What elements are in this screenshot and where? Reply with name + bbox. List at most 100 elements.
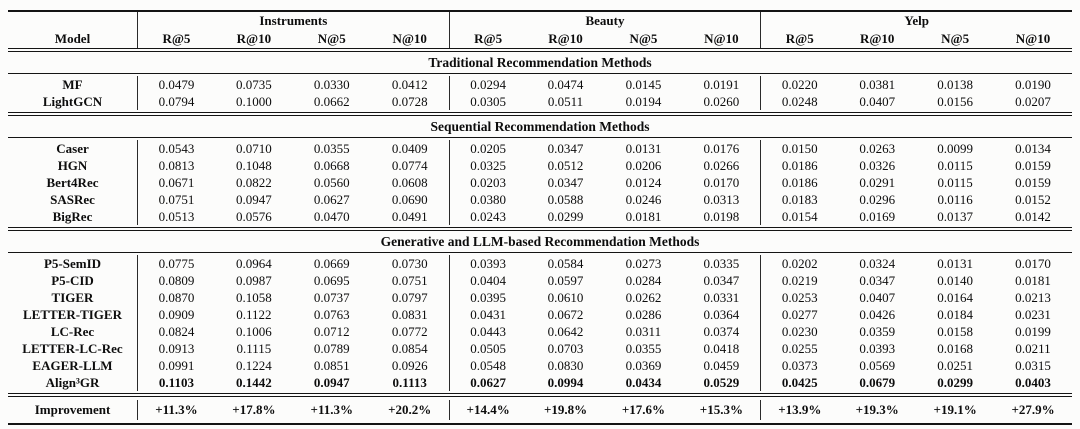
metric-value: 0.0710: [235, 141, 272, 156]
metric-value: 0.0335: [703, 256, 740, 271]
metric-value: 0.0263: [859, 141, 896, 156]
metric-value: +11.3%: [310, 402, 353, 417]
metric-value: 0.0198: [703, 209, 740, 224]
table-row: Caser 0.0543 0.0710 0.0355 0.0409 0.0205 0.034…: [8, 140, 1072, 157]
metric-value: 0.0347: [859, 273, 896, 288]
metric-value: 0.0205: [448, 140, 527, 157]
metric-value: 0.0407: [859, 94, 896, 109]
metric-value: 0.1113: [392, 375, 427, 390]
table-row: LETTER-TIGER 0.0909 0.1122 0.0763 0.0831 0.04…: [8, 306, 1072, 323]
metric-value: 0.0407: [859, 290, 896, 305]
metric-header: R@5: [137, 30, 215, 48]
metric-value: 0.0116: [937, 192, 973, 207]
metric-value: 0.0305: [448, 93, 527, 110]
metric-value: 0.0296: [859, 192, 896, 207]
metric-value: 0.0186: [760, 174, 838, 191]
metric-value: 0.0211: [1015, 341, 1051, 356]
metric-value: 0.0142: [1015, 209, 1051, 224]
table-row: Bert4Rec 0.0671 0.0822 0.0560 0.0608 0.0203 0.…: [8, 174, 1072, 191]
metric-value: 0.0730: [391, 256, 428, 271]
metric-value: 0.0277: [760, 306, 838, 323]
model-name: LightGCN: [42, 94, 103, 109]
metric-value: 0.0947: [235, 192, 272, 207]
metric-value: 0.0158: [937, 324, 973, 339]
metric-value: 0.0138: [937, 77, 973, 92]
metric-value: 0.0627: [448, 374, 527, 391]
model-name: Bert4Rec: [46, 175, 99, 190]
metric-value: 0.0251: [937, 358, 973, 373]
metric-value: 0.0443: [448, 323, 527, 340]
metric-value: 0.0459: [703, 358, 740, 373]
metric-value: 0.0610: [547, 290, 584, 305]
metric-value: 0.1058: [235, 290, 272, 305]
metric-value: +13.9%: [760, 400, 838, 420]
metric-value: 0.0608: [391, 175, 428, 190]
metric-value: 0.1122: [236, 307, 272, 322]
metric-value: 0.0140: [937, 273, 973, 288]
group-header-beauty: Beauty: [448, 12, 761, 30]
metric-value: 0.0169: [859, 209, 896, 224]
metric-value: 0.0364: [703, 307, 740, 322]
metric-header: N@5: [629, 31, 658, 46]
table-row: Improvement +11.3% +17.8% +11.3% +20.2% +14.4…: [8, 400, 1072, 420]
metric-value: 0.1000: [235, 94, 272, 109]
metric-value: 0.0099: [937, 141, 973, 156]
metric-header: R@5: [760, 30, 838, 48]
metric-value: 0.0926: [391, 358, 428, 373]
metric-value: 0.0831: [391, 307, 428, 322]
metric-value: 0.0772: [391, 324, 428, 339]
metric-value: 0.0124: [625, 175, 662, 190]
table-row: TIGER 0.0870 0.1058 0.0737 0.0797 0.0395 0.061…: [8, 289, 1072, 306]
metric-value: 0.0131: [937, 256, 973, 271]
metric-value: 0.0470: [313, 209, 350, 224]
metric-value: 0.0474: [547, 77, 584, 92]
metric-value: 0.0987: [235, 273, 272, 288]
metric-value: +19.3%: [855, 402, 899, 417]
metric-value: 0.0176: [703, 141, 740, 156]
metric-value: 0.1048: [235, 158, 272, 173]
model-name: Caser: [56, 141, 89, 156]
metric-value: 0.0311: [625, 324, 662, 339]
metric-value: 0.0266: [703, 158, 740, 173]
rule-thin: [8, 252, 1072, 253]
metric-value: 0.0260: [703, 94, 740, 109]
metric-value: 0.0186: [760, 157, 838, 174]
metric-value: 0.0170: [703, 175, 740, 190]
model-name: P5-CID: [51, 273, 94, 288]
metric-value: 0.0273: [625, 256, 662, 271]
metric-value: 0.0913: [137, 340, 215, 357]
metric-value: 0.0115: [937, 158, 973, 173]
table-row: LETTER-LC-Rec 0.0913 0.1115 0.0789 0.0854 0.0…: [8, 340, 1072, 357]
section-header-traditional: Traditional Recommendation Methods: [428, 55, 652, 70]
metric-value: 0.0668: [313, 158, 350, 173]
metric-value: 0.0395: [448, 289, 527, 306]
metric-value: 0.0789: [313, 341, 350, 356]
metric-value: 0.0703: [547, 341, 584, 356]
metric-header: N@10: [1015, 31, 1051, 46]
group-header-instruments: Instruments: [137, 12, 449, 30]
metric-value: 0.0213: [1015, 290, 1051, 305]
metric-value: 0.0369: [625, 358, 662, 373]
model-name: P5-SemID: [43, 256, 102, 271]
metric-value: +11.3%: [137, 400, 215, 420]
metric-value: 0.0294: [448, 76, 527, 93]
table-row: LightGCN 0.0794 0.1000 0.0662 0.0728 0.0305 0.…: [8, 93, 1072, 110]
metric-value: 0.0115: [937, 175, 973, 190]
metric-value: 0.0134: [1015, 141, 1051, 156]
metric-value: 0.0202: [760, 255, 838, 272]
model-name: TIGER: [51, 290, 94, 305]
metric-value: 0.0588: [547, 192, 584, 207]
rule-top: [8, 10, 1072, 12]
model-name: MF: [62, 77, 83, 92]
metric-value: 0.0248: [760, 93, 838, 110]
metric-value: 0.0627: [313, 192, 350, 207]
metric-value: +17.6%: [621, 402, 666, 417]
table-header: Instruments Beauty Yelp Model R@5 R@10 N…: [8, 12, 1072, 48]
model-name: BigRec: [52, 209, 93, 224]
metric-value: 0.0431: [448, 306, 527, 323]
metric-value: 0.1103: [137, 374, 215, 391]
metric-value: 0.0154: [760, 208, 838, 225]
metric-value: +19.8%: [543, 402, 588, 417]
metric-value: 0.0183: [760, 191, 838, 208]
